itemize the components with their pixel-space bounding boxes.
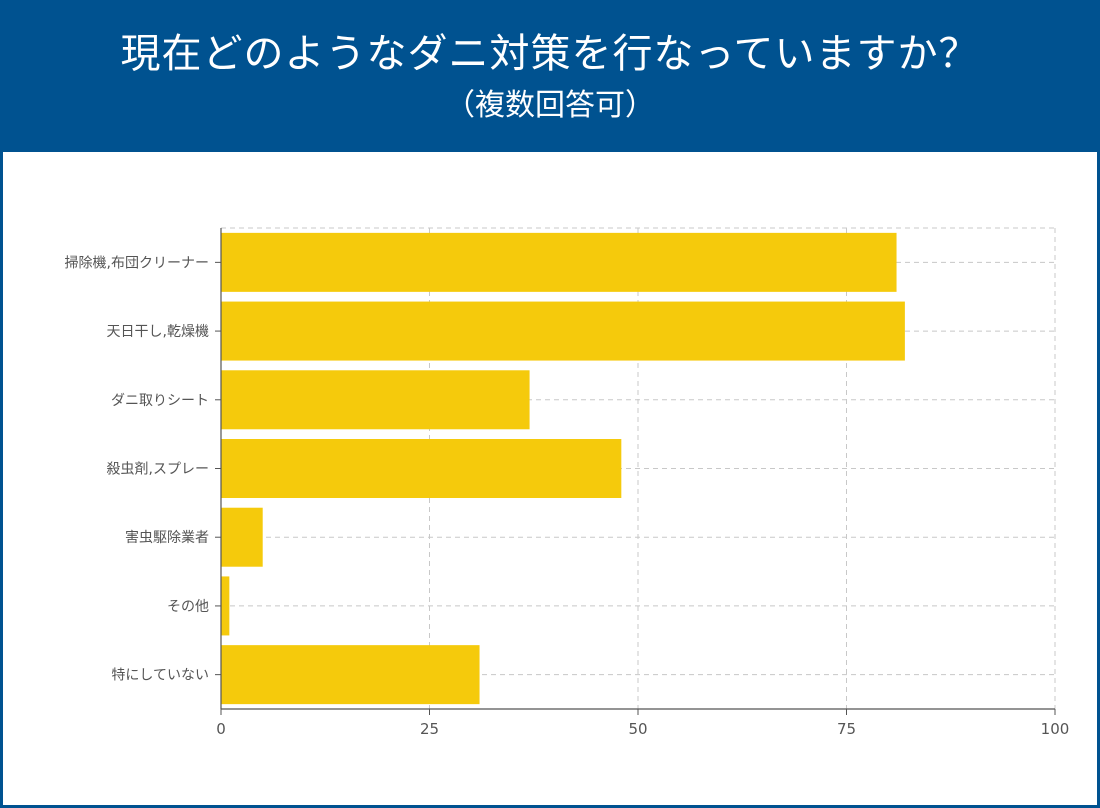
category-label: 天日干し,乾燥機 bbox=[107, 324, 209, 340]
x-tick-label: 25 bbox=[420, 720, 439, 738]
chart-title: 現在どのようなダニ対策を行なっていますか？ bbox=[120, 31, 980, 77]
bar bbox=[221, 370, 530, 430]
x-tick-label: 100 bbox=[1041, 720, 1070, 738]
bar bbox=[221, 507, 263, 567]
bars bbox=[221, 232, 905, 705]
bar bbox=[221, 576, 230, 636]
category-label: 殺虫剤,スプレー bbox=[107, 462, 209, 478]
x-tick-label: 75 bbox=[837, 720, 856, 738]
category-label: 害虫駆除業者 bbox=[125, 530, 209, 546]
chart-subtitle: （複数回答可） bbox=[445, 88, 655, 123]
x-tick-labels: 0 25 50 75 100 bbox=[216, 720, 1069, 738]
header-banner: 現在どのようなダニ対策を行なっていますか？ （複数回答可） bbox=[0, 0, 1100, 152]
category-label: その他 bbox=[167, 599, 209, 615]
bar bbox=[221, 301, 905, 361]
category-label: 掃除機,布団クリーナー bbox=[65, 254, 209, 271]
x-tick-label: 50 bbox=[628, 720, 647, 738]
category-labels: 掃除機,布団クリーナー天日干し,乾燥機ダニ取りシート殺虫剤,スプレー害虫駆除業者… bbox=[65, 254, 209, 683]
category-label: 特にしていない bbox=[111, 668, 209, 684]
x-tick-label: 0 bbox=[216, 720, 226, 738]
bar bbox=[221, 439, 622, 498]
bar-chart: 掃除機,布団クリーナー天日干し,乾燥機ダニ取りシート殺虫剤,スプレー害虫駆除業者… bbox=[65, 227, 1069, 738]
axes bbox=[215, 228, 1056, 715]
category-label: ダニ取りシート bbox=[111, 393, 209, 409]
bar bbox=[221, 645, 480, 705]
bar bbox=[221, 232, 897, 292]
